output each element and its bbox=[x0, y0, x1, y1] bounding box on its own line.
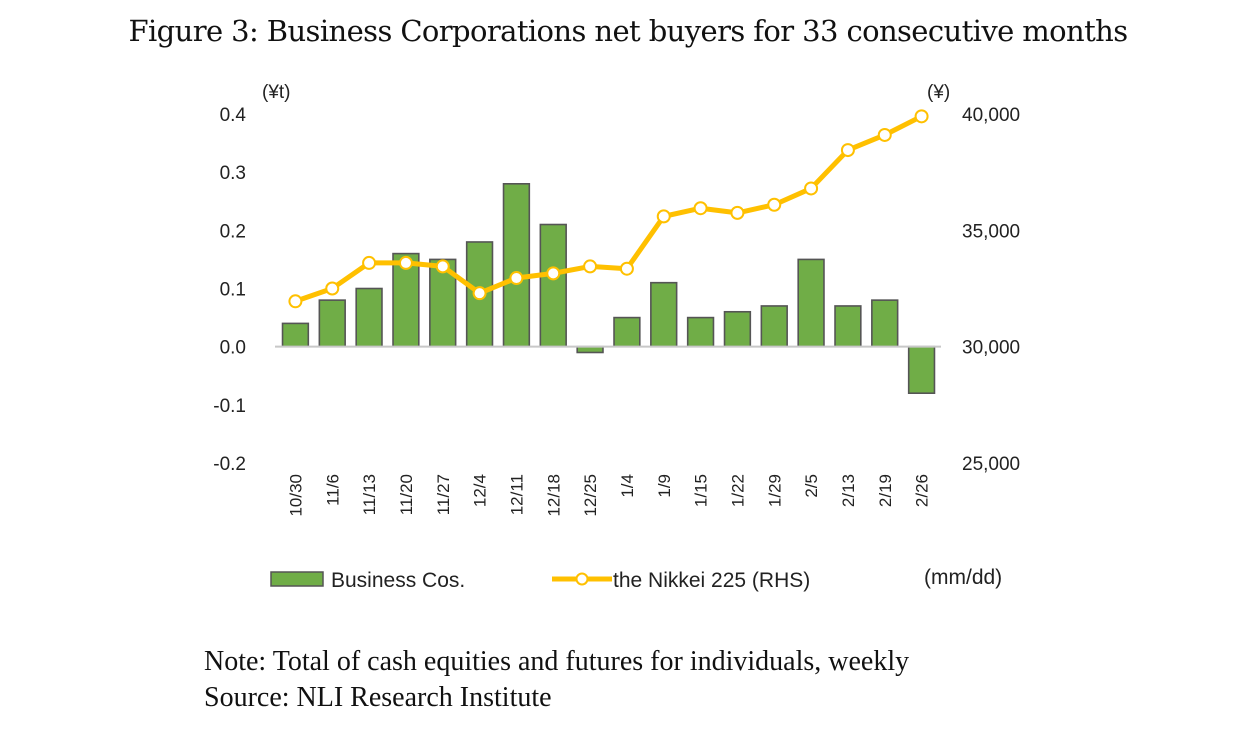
y-tick-label: -0.2 bbox=[213, 454, 246, 475]
bar-series bbox=[281, 183, 936, 394]
nikkei-point-1-22 bbox=[730, 205, 745, 220]
nikkei-point-2-5 bbox=[804, 181, 819, 196]
nikkei-point-11-6 bbox=[325, 281, 340, 296]
y-tick-label: 0.3 bbox=[220, 163, 246, 184]
x-tick-label: 11/27 bbox=[434, 474, 453, 515]
nikkei-point-2-26 bbox=[914, 109, 929, 124]
x-tick-label: 11/13 bbox=[360, 474, 379, 515]
bar-2-13 bbox=[834, 305, 862, 348]
nikkei-point-12-18 bbox=[546, 266, 561, 281]
x-tick-label: 11/6 bbox=[323, 474, 342, 506]
bar-11-13 bbox=[355, 287, 383, 348]
nikkei-line-series bbox=[288, 109, 929, 309]
y2-tick-label: 25,000 bbox=[962, 454, 1020, 475]
legend-swatch-nikkei-marker bbox=[575, 572, 589, 586]
x-tick-label: 2/26 bbox=[913, 474, 932, 507]
x-tick-label: 12/11 bbox=[507, 474, 526, 515]
y-tick-label: 0.2 bbox=[220, 221, 246, 242]
x-tick-label: 1/29 bbox=[765, 474, 784, 507]
nikkei-point-1-9 bbox=[656, 209, 671, 224]
nikkei-point-11-20 bbox=[398, 255, 413, 270]
x-tick-label: 1/9 bbox=[655, 474, 674, 498]
nikkei-point-1-15 bbox=[693, 201, 708, 216]
bar-1-9 bbox=[650, 281, 678, 348]
x-tick-label: 2/5 bbox=[802, 474, 821, 498]
bar-12-11 bbox=[502, 183, 531, 348]
nikkei-point-12-11 bbox=[509, 271, 524, 286]
bar-11-6 bbox=[318, 299, 346, 348]
nikkei-point-10-30 bbox=[288, 294, 303, 309]
source-text: Source: NLI Research Institute bbox=[204, 682, 552, 713]
y2-tick-label: 30,000 bbox=[962, 338, 1020, 359]
y2-tick-label: 35,000 bbox=[962, 221, 1020, 242]
figure-notes: Note: Total of cash equities and futures… bbox=[204, 644, 909, 716]
nikkei-point-2-13 bbox=[840, 143, 855, 158]
x-tick-label: 12/4 bbox=[471, 474, 490, 507]
x-tick-label: 10/30 bbox=[286, 474, 305, 517]
y-axis-unit-label: (¥t) bbox=[262, 82, 291, 103]
bar-1-4 bbox=[613, 316, 641, 348]
y-tick-label: 0.0 bbox=[220, 338, 246, 359]
y-tick-label: 0.4 bbox=[220, 105, 247, 126]
bar-2-5 bbox=[797, 258, 825, 348]
legend-swatch-business-cos bbox=[270, 571, 324, 587]
y2-axis-unit-label: (¥) bbox=[927, 82, 950, 103]
x-axis-unit-label: (mm/dd) bbox=[924, 566, 1002, 589]
y-axis-right: 40,000 35,000 30,000 25,000 bbox=[962, 105, 1020, 475]
x-tick-label: 2/19 bbox=[876, 474, 895, 507]
nikkei-point-12-4 bbox=[472, 286, 487, 301]
bar-2-26 bbox=[907, 345, 936, 394]
nikkei-point-1-29 bbox=[767, 197, 782, 212]
x-tick-label: 1/22 bbox=[728, 474, 747, 507]
nikkei-point-11-13 bbox=[362, 255, 377, 270]
legend-label-nikkei: the Nikkei 225 (RHS) bbox=[613, 569, 810, 592]
y-tick-label: -0.1 bbox=[213, 396, 246, 417]
legend: Business Cos. the Nikkei 225 (RHS) (mm/d… bbox=[270, 566, 1002, 592]
x-axis: 10/30 11/6 11/13 11/20 11/27 12/4 12/11 12/18 12… bbox=[286, 474, 931, 517]
x-tick-label: 1/15 bbox=[692, 474, 711, 507]
nikkei-point-2-19 bbox=[877, 127, 892, 142]
x-tick-label: 2/13 bbox=[839, 474, 858, 507]
note-text: Note: Total of cash equities and futures… bbox=[204, 646, 910, 677]
bar-1-22 bbox=[723, 310, 752, 348]
bar-2-19 bbox=[871, 299, 899, 348]
bar-12-18 bbox=[539, 223, 567, 348]
y-tick-label: 0.1 bbox=[220, 280, 246, 301]
figure-title: Figure 3: Business Corporations net buye… bbox=[128, 14, 1128, 48]
x-tick-label: 11/20 bbox=[397, 474, 416, 515]
x-tick-label: 12/18 bbox=[544, 474, 563, 517]
nikkei-point-1-4 bbox=[619, 261, 634, 276]
bar-10-30 bbox=[281, 322, 310, 348]
legend-label-business-cos: Business Cos. bbox=[331, 569, 465, 592]
y-axis-left: 0.4 0.3 0.2 0.1 0.0 -0.1 -0.2 bbox=[213, 105, 246, 475]
x-tick-label: 12/25 bbox=[581, 474, 600, 517]
chart: 0.4 0.3 0.2 0.1 0.0 -0.1 -0.2 40,000 35,000 30,0… bbox=[213, 82, 1020, 592]
nikkei-point-11-27 bbox=[435, 259, 450, 274]
nikkei-point-12-25 bbox=[583, 259, 598, 274]
nikkei-line bbox=[294, 114, 923, 304]
y2-tick-label: 40,000 bbox=[962, 105, 1020, 126]
x-tick-label: 1/4 bbox=[618, 474, 637, 498]
bar-1-29 bbox=[760, 305, 788, 348]
bar-1-15 bbox=[686, 316, 715, 348]
